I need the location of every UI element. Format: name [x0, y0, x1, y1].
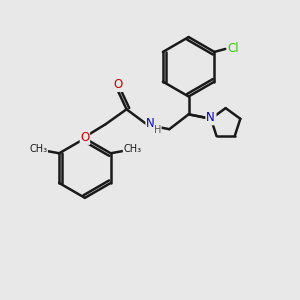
Text: CH₃: CH₃ [123, 144, 141, 154]
Text: O: O [80, 131, 89, 144]
Text: N: N [207, 112, 216, 125]
Text: N: N [146, 117, 155, 130]
Text: N: N [206, 111, 215, 124]
Text: Cl: Cl [227, 42, 239, 56]
Text: O: O [114, 78, 123, 92]
Text: CH₃: CH₃ [29, 144, 47, 154]
Text: H: H [154, 125, 161, 135]
